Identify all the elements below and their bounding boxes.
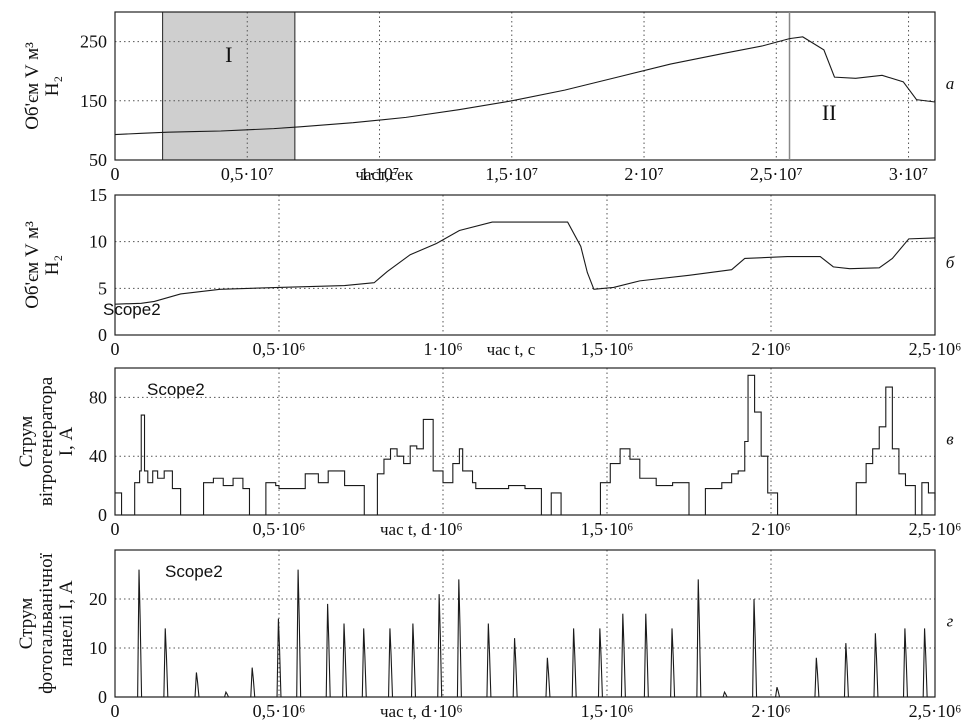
panel-3: 0 0,5·10⁶ 1·10⁶ 1,5·10⁶ 2·10⁶ 2,5·10⁶ 0 40 80 час… <box>16 367 962 539</box>
x-tick-label: 1,5·10⁷ <box>485 164 538 184</box>
y-tick-label: 20 <box>89 589 107 609</box>
x-tick-label: 2,5·10⁶ <box>909 339 962 359</box>
y-tick-label: 0 <box>98 687 107 707</box>
plot-frame <box>114 549 936 698</box>
y-tick-label: 10 <box>89 232 107 252</box>
x-tick-label: 2·10⁶ <box>751 701 790 720</box>
y-tick-label: 250 <box>80 32 107 52</box>
y-axis-label: Струм <box>16 416 37 467</box>
y-axis-label: Об'єм V м³ <box>22 221 43 309</box>
x-tick-label: 2,5·10⁶ <box>909 519 962 539</box>
y-axis-label: Об'єм V м³ <box>22 42 43 130</box>
panel-letter: а <box>946 74 955 93</box>
y-tick-label: 40 <box>89 446 107 466</box>
y-axis-label: H₂ <box>42 255 63 275</box>
panel-4: 0 0,5·10⁶ 1·10⁶ 1,5·10⁶ 2·10⁶ 2,5·10⁶ 0 10 20 час… <box>16 549 962 720</box>
x-tick-label: 2·10⁷ <box>624 164 663 184</box>
x-tick-label: 0,5·10⁶ <box>253 519 306 539</box>
x-tick-label: 0 <box>111 701 120 720</box>
x-tick-label: 1·10⁶ <box>423 339 462 359</box>
y-axis-label: Струм <box>16 598 37 649</box>
y-tick-label: 50 <box>89 150 107 170</box>
y-tick-label: 150 <box>80 91 107 111</box>
plot-frame <box>114 367 936 516</box>
x-axis-label: час t, с <box>380 520 429 539</box>
x-tick-label: 0,5·10⁶ <box>253 339 306 359</box>
series-line <box>115 569 935 698</box>
region-label-I: I <box>225 42 232 67</box>
panel-letter: в <box>946 429 954 448</box>
y-axis-label: I, А <box>56 426 77 456</box>
x-tick-label: 0,5·10⁶ <box>253 701 306 720</box>
y-axis-label: вітрогенератора <box>36 376 57 506</box>
scope-label: Scope2 <box>147 380 205 399</box>
panel-letter: г <box>947 611 954 630</box>
y-tick-label: 10 <box>89 638 107 658</box>
plot-frame <box>114 11 936 161</box>
x-tick-label: 0 <box>111 519 120 539</box>
panel-1: 0 0,5·10⁷ 1·10⁷ 1,5·10⁷ 2·10⁷ 2,5·10⁷ 3·10⁷ 50 1… <box>22 11 955 184</box>
panel-2: 0 0,5·10⁶ 1·10⁶ 1,5·10⁶ 2·10⁶ 2,5·10⁶ 0 5 10 15 ча… <box>22 185 961 359</box>
y-axis-label: фотогальванічної <box>36 552 57 693</box>
x-axis-label: час t, с <box>487 340 536 359</box>
x-tick-label: 1·10⁶ <box>423 701 462 720</box>
x-axis-label: част,сек <box>355 165 413 184</box>
y-tick-label: 80 <box>89 387 107 407</box>
shaded-region <box>162 11 296 161</box>
plot-frame <box>114 194 936 336</box>
x-tick-label: 0 <box>111 339 120 359</box>
scope-label: Scope2 <box>165 562 223 581</box>
x-axis-label: час t, с <box>380 702 429 720</box>
x-tick-label: 2·10⁶ <box>751 339 790 359</box>
series-line <box>114 36 936 136</box>
scope-label: Scope2 <box>103 300 161 319</box>
x-tick-label: 2,5·10⁶ <box>909 701 962 720</box>
series-line <box>114 221 936 305</box>
series-line <box>115 374 936 516</box>
x-tick-label: 0,5·10⁷ <box>221 164 274 184</box>
y-tick-label: 15 <box>89 185 107 205</box>
x-tick-label: 3·10⁷ <box>889 164 928 184</box>
x-tick-label: 1,5·10⁶ <box>581 701 634 720</box>
y-tick-label: 5 <box>98 278 107 298</box>
x-tick-label: 1,5·10⁶ <box>581 519 634 539</box>
x-tick-label: 1·10⁶ <box>423 519 462 539</box>
y-axis-label: панелі I, А <box>56 580 77 667</box>
x-tick-label: 0 <box>111 164 120 184</box>
panel-letter: б <box>946 253 955 272</box>
x-tick-label: 1,5·10⁶ <box>581 339 634 359</box>
y-tick-label: 0 <box>98 325 107 345</box>
x-tick-label: 2·10⁶ <box>751 519 790 539</box>
x-tick-label: 2,5·10⁷ <box>750 164 803 184</box>
y-axis-label: H₂ <box>42 76 63 96</box>
region-label-II: II <box>822 100 837 125</box>
y-tick-label: 0 <box>98 505 107 525</box>
x-tick-label: 1·10⁷ <box>360 164 399 184</box>
